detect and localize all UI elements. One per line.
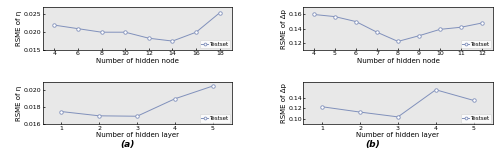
Testset	[395, 41, 401, 42]
Legend: Testset: Testset	[200, 40, 230, 48]
Testset	[470, 99, 476, 101]
Y-axis label: RSME of η: RSME of η	[16, 85, 22, 121]
Testset	[332, 16, 338, 17]
Y-axis label: RSME of Δp: RSME of Δp	[281, 83, 287, 123]
Line: Testset: Testset	[52, 11, 222, 43]
Testset	[395, 116, 401, 118]
Testset	[458, 26, 464, 28]
Testset	[134, 115, 140, 117]
X-axis label: Number of hidden layer: Number of hidden layer	[96, 132, 178, 138]
Testset	[172, 98, 178, 100]
Y-axis label: RSME of Δp: RSME of Δp	[281, 9, 287, 49]
Testset	[416, 35, 422, 37]
Testset	[58, 111, 64, 112]
Testset	[374, 31, 380, 33]
Testset	[146, 37, 152, 39]
X-axis label: Number of hidden node: Number of hidden node	[356, 58, 440, 64]
Testset	[193, 31, 199, 33]
Testset	[357, 111, 363, 113]
Line: Testset: Testset	[312, 13, 484, 43]
Testset	[353, 21, 359, 22]
Testset	[122, 31, 128, 33]
Legend: Testset: Testset	[460, 114, 491, 123]
Testset	[311, 14, 317, 15]
X-axis label: Number of hidden layer: Number of hidden layer	[356, 132, 440, 138]
Testset	[52, 24, 58, 26]
X-axis label: Number of hidden node: Number of hidden node	[96, 58, 178, 64]
Testset	[210, 85, 216, 87]
Line: Testset: Testset	[320, 88, 476, 119]
Text: (a): (a)	[120, 140, 134, 148]
Testset	[96, 115, 102, 117]
Testset	[437, 28, 443, 30]
Text: (b): (b)	[365, 140, 380, 148]
Testset	[479, 22, 485, 24]
Testset	[320, 106, 326, 108]
Testset	[433, 89, 439, 91]
Testset	[98, 31, 104, 33]
Testset	[170, 40, 175, 42]
Y-axis label: RSME of η: RSME of η	[16, 11, 22, 46]
Testset	[75, 28, 81, 30]
Testset	[217, 12, 223, 14]
Legend: Testset: Testset	[460, 40, 491, 48]
Line: Testset: Testset	[60, 84, 214, 118]
Legend: Testset: Testset	[200, 114, 230, 123]
